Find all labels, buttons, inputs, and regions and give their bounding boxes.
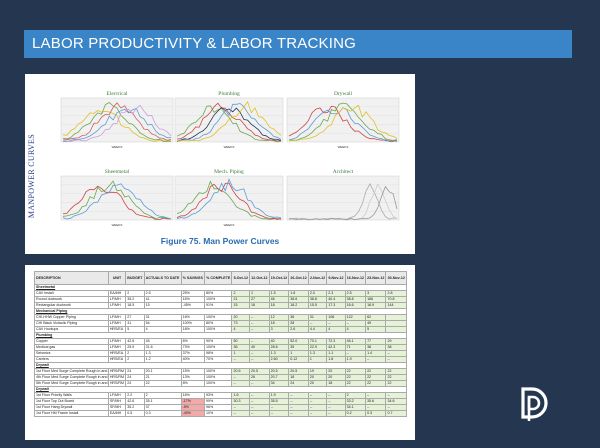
chart-plot-area [174, 175, 284, 221]
table-cell: 4th Floor Med Surge Complete Rough in an… [34, 374, 109, 381]
table-row: Medical gas LF/MH 25.9 31.6 73% 100% 36 40 28.6 3… [34, 344, 407, 351]
series-line [288, 105, 398, 142]
table-header-row: DESCRIPTION UNIT BUDGET ACTUALS TO DATE% SA… [34, 271, 407, 285]
table-cell: 0.2 [344, 410, 367, 417]
column-header: 26-Oct-12 [288, 271, 309, 285]
series-line [288, 104, 398, 142]
series-line [176, 178, 282, 220]
series-line [288, 102, 398, 141]
table-cell: 0.5 [125, 410, 145, 417]
table-cell: HRS/RM [107, 380, 127, 387]
column-header: 9-Nov-12 [326, 271, 346, 285]
chart-title: Electrical [106, 91, 128, 97]
series-line [62, 180, 172, 220]
chart-plot-area [286, 97, 400, 143]
chart-title: Plumbing [218, 91, 240, 97]
series-line [62, 185, 171, 221]
table-cell: 5th Floor Med Surge Complete Rough in an… [34, 380, 109, 387]
column-header: BUDGET [125, 271, 145, 285]
chart-plot-area [60, 175, 174, 221]
table-cell: -- [249, 410, 270, 417]
series-line [62, 107, 171, 143]
series-line [62, 104, 172, 143]
series-line [288, 185, 398, 221]
slide-title-bar: LABOR PRODUCTIVITY & LABOR TRACKING [24, 30, 572, 58]
table-cell: -- [307, 410, 328, 417]
series-line [62, 183, 172, 220]
table-row: 1st Floor Med Surge Complete Rough in an… [34, 368, 407, 375]
series-line [176, 106, 282, 142]
column-header: 16-Nov-12 [344, 271, 367, 285]
series-line [62, 102, 172, 143]
series-line [176, 105, 282, 143]
chart-xlabel: WEEKS [112, 223, 123, 227]
table-row: 1st Floor HM Frame Install EA/MH 0.5 0.3 -40… [34, 410, 407, 417]
series-line [176, 180, 282, 220]
series-line [176, 100, 282, 143]
column-header: 30-Nov-12 [385, 271, 407, 285]
chart-xlabel: WEEKS [224, 145, 235, 149]
table-cell: HRS/EA [107, 350, 127, 357]
chart-title: Sheetmetal [105, 169, 130, 175]
column-header: UNIT [107, 271, 127, 285]
chart-plot-area [286, 175, 400, 221]
table-cell: 0.3 [143, 410, 182, 417]
column-header: % SAVINGS [180, 271, 205, 285]
table-row: Round ductwork LF/MH 35.2 41 16% 100% 21 27 46 38… [34, 296, 407, 303]
table-cell: HRS/RM [107, 368, 127, 375]
series-line [62, 110, 172, 142]
series-line [176, 102, 282, 142]
chart-xlabel: WEEKS [338, 145, 349, 149]
table-cell: -40% [180, 410, 205, 417]
manpower-figure: MANPOWER CURVES Electrical WEEKS Plumbing W… [25, 74, 415, 254]
figure-caption: Figure 75. Man Power Curves [160, 236, 280, 246]
productivity-sheet: DESCRIPTION UNIT BUDGET ACTUALS TO DATE% SA… [34, 271, 407, 437]
manpower-charts: Electrical WEEKS Plumbing WEEKS Drywall WEEKS… [60, 91, 400, 227]
table-cell: HRS/EA [107, 356, 127, 363]
table-cell: 0.7 [385, 410, 407, 417]
table-cell: 10% [203, 410, 233, 417]
logo-mark [521, 387, 548, 421]
chart-xlabel: WEEKS [112, 145, 123, 149]
table-row: Seismics HRS/EA 2 1.3 37% 98% 1 -- 1.3 1 1.3 1.1 -- 1… [34, 350, 407, 357]
table-cell: -- [326, 410, 346, 417]
chart-xlabel: WEEKS [224, 223, 235, 227]
table-row: CAV Install EA/MH 2 2.5 25% 80% 2 1 1.5 1.8 2.0 2.3… [34, 290, 407, 297]
table-cell: 0.3 [365, 410, 387, 417]
column-header: 5-Oct-12 [231, 271, 251, 285]
table-row: 5th Floor Med Surge Complete Rough in an… [34, 380, 407, 387]
column-header: 23-Nov-12 [365, 271, 387, 285]
table-cell: -- [268, 410, 290, 417]
table-cell: HRS/RM [107, 374, 127, 381]
productivity-table: DESCRIPTION UNIT BUDGET ACTUALS TO DATE% SA… [34, 271, 407, 417]
series-line [62, 102, 172, 141]
chart-title: Architect [333, 169, 354, 175]
column-header: DESCRIPTION [34, 271, 109, 285]
column-header: 19-Oct-12 [268, 271, 290, 285]
column-header: % COMPLETE [203, 271, 233, 285]
table-body: Sheetmetal CAV Install EA/MH 2 2.5 25% 80% 2 1 1.… [34, 284, 407, 417]
table-cell: -- [288, 410, 309, 417]
table-cell: 1st Floor Med Surge Complete Rough in an… [34, 368, 109, 375]
chart-title: Mech. Piping [214, 169, 244, 175]
table-cell: 1st Floor HM Frame Install [34, 410, 109, 417]
series-line [176, 103, 282, 142]
table-row: CHI-HHW Copper Piping LF/MH 27 31 16% 100% 20-… [34, 314, 407, 321]
chart-title: Drywall [334, 91, 352, 97]
series-line [176, 182, 282, 220]
table-cell: EA/MH [107, 410, 127, 417]
slide-title: LABOR PRODUCTIVITY & LABOR TRACKING [32, 35, 357, 52]
column-header: 2-Nov-12 [307, 271, 328, 285]
productivity-table-card: DESCRIPTION UNIT BUDGET ACTUALS TO DATE% SA… [25, 265, 415, 440]
column-header: ACTUALS TO DATE [143, 271, 182, 285]
column-header: 12-Oct-12 [249, 271, 270, 285]
table-cell: -- [231, 410, 251, 417]
table-cell: HRS/EA [107, 326, 127, 333]
